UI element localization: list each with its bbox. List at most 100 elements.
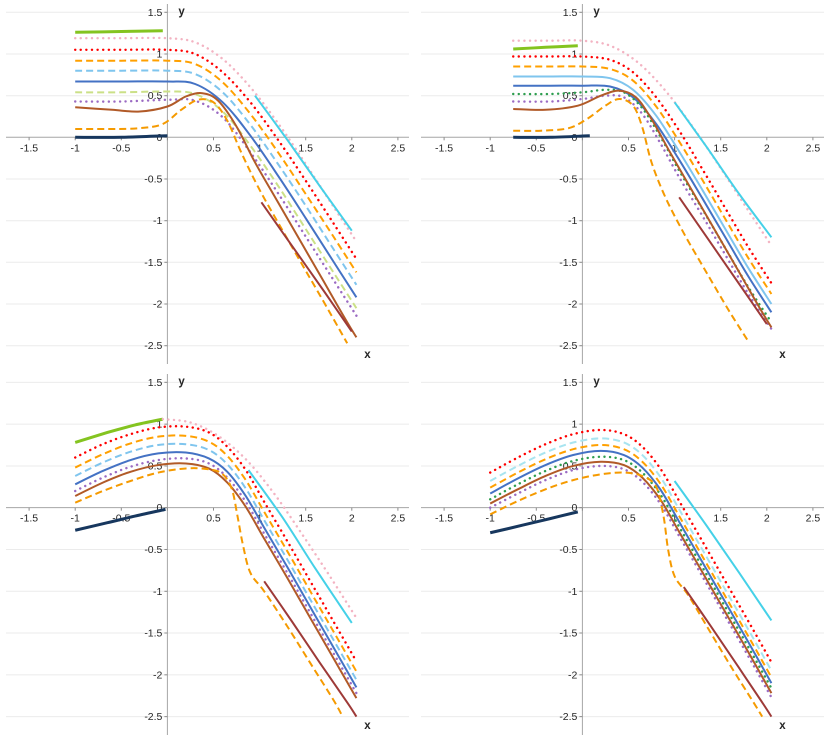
x-axis-title: x: [364, 349, 371, 361]
y-tick-label: -2.5: [144, 340, 162, 352]
series-exact-lower-left: [74, 507, 166, 532]
chart-svg-bottom-right: -1.5 -1 -0.5 0.5 1 1.5 2 2.51.510.50-0.5-1-1.5-…: [421, 374, 824, 735]
y-axis-title: y: [593, 6, 600, 18]
y-tick-label: -0.5: [144, 544, 162, 556]
series-brown-solid: [75, 92, 358, 338]
series-darkred-right: [682, 586, 773, 718]
series-orange-dashed-drop: [74, 467, 344, 718]
y-tick-label: -2: [568, 299, 577, 311]
series-exact-upper-left: [74, 417, 164, 444]
y-tick-label: 1.5: [563, 7, 578, 19]
series-darkred-right: [263, 580, 358, 718]
series-blue-solid: [74, 451, 358, 688]
series-sky-dashed: [74, 442, 358, 681]
x-tick-label: 2: [764, 142, 770, 154]
series-red-dotted: [74, 48, 358, 261]
x-axis-title: x: [779, 720, 786, 732]
series-cyan-right: [247, 469, 353, 624]
chart-panel-bottom-left: -1.5 -1 -0.5 0.5 1 1.5 2 2.5 1.5 1 0.5 0 -0.5 -1 -1.5-…: [0, 370, 415, 741]
x-tick-label: -1.5: [435, 142, 453, 154]
series-red-dotted: [74, 425, 358, 663]
series-brown-solid: [513, 89, 773, 328]
y-tick-label: 0: [157, 132, 163, 144]
series-pink-dotted: [74, 36, 358, 243]
y-tick-label: 0: [572, 502, 578, 514]
series-exact-lower-left: [75, 134, 168, 139]
x-tick-label: 2.5: [806, 142, 821, 154]
series-orange-dashed: [513, 65, 773, 295]
series-orange-dashed: [75, 59, 358, 273]
y-tick-label: -2: [153, 669, 162, 681]
series-exact-lower-left: [513, 134, 590, 139]
series-group: [74, 417, 358, 718]
y-tick-label: -1.5: [559, 628, 577, 640]
y-tick-label: 1: [157, 419, 163, 431]
x-tick-label: -1: [71, 513, 80, 525]
y-axis-title: y: [593, 376, 600, 388]
x-tick-label: 2: [349, 142, 355, 154]
x-tick-label: 0.5: [206, 142, 221, 154]
y-tick-label: -1: [568, 586, 577, 598]
series-sky-dashed: [75, 69, 358, 286]
series-exact-lower-left: [489, 510, 579, 535]
series-orange-dashed-low: [513, 97, 750, 343]
series-group: [489, 428, 773, 718]
series-darkred-right: [260, 201, 353, 333]
x-tick-label: -1.5: [20, 142, 38, 154]
series-blue-solid: [489, 449, 773, 684]
y-tick-label: -1: [153, 215, 162, 227]
x-tick-label: 1.5: [298, 142, 313, 154]
x-tick-label: 1.5: [298, 513, 313, 525]
series-pale-cyan-dashed: [489, 437, 773, 672]
x-tick-label: 1.5: [713, 142, 728, 154]
y-tick-label: 1: [157, 49, 163, 61]
x-tick-label: 2.5: [806, 513, 821, 525]
y-tick-label: -1.5: [559, 257, 577, 269]
x-tick-label: 1: [672, 142, 678, 154]
series-group: [512, 39, 773, 343]
series-purple-dotted: [74, 97, 358, 317]
series-orange-dashed-drop: [489, 471, 764, 718]
x-tick-label: 2: [349, 513, 355, 525]
series-cyan-right: [673, 480, 773, 622]
series-orange-dashed-low: [75, 98, 349, 344]
chart-svg-bottom-left: -1.5 -1 -0.5 0.5 1 1.5 2 2.51.510.50-0.5-1-1.5-…: [6, 374, 409, 735]
x-tick-label: -1: [71, 142, 80, 154]
series-brown-solid: [489, 460, 773, 694]
y-tick-label: -1.5: [144, 257, 162, 269]
series-pink-dotted: [512, 39, 773, 247]
x-tick-label: 2: [764, 513, 770, 525]
series-blue-solid: [513, 84, 773, 313]
series-cyan-right: [673, 101, 773, 238]
chart-panel-bottom-right: -1.5 -1 -0.5 0.5 1 1.5 2 2.5 1.5 1 0.5 0 -0.5 -1 -1.5-…: [415, 370, 830, 741]
chart-panel-top-right: -1.5 -1 -0.5 0.5 1 1.5 2 2.5 1.5 1 0.5 0 -0.5 -1 -1.5-…: [415, 0, 830, 370]
y-tick-label: -1: [153, 586, 162, 598]
y-tick-label: 1: [572, 49, 578, 61]
x-tick-label: 0.5: [621, 513, 636, 525]
x-tick-label: 1.5: [713, 513, 728, 525]
y-tick-label: -0.5: [559, 174, 577, 186]
series-purple-dotted: [74, 457, 358, 695]
series-exact-upper-left: [513, 44, 578, 51]
x-tick-label: -1: [486, 142, 495, 154]
y-tick-label: -2: [568, 669, 577, 681]
x-tick-label: -0.5: [527, 142, 545, 154]
y-tick-label: -2.5: [559, 711, 577, 723]
series-brown-solid: [74, 462, 358, 699]
series-green-dotted: [512, 88, 773, 324]
chart-panel-top-left: -1.5 -1 -0.5 0.5 1 1.5 2 2.5 1.5 1 0.5 0 -0.5 -1 -1.5-…: [0, 0, 415, 370]
x-tick-label: 1: [672, 513, 678, 525]
y-tick-label: 1.5: [148, 7, 163, 19]
series-blue-solid: [75, 80, 358, 298]
x-tick-label: -1.5: [20, 513, 38, 525]
x-tick-label: -1: [486, 513, 495, 525]
y-tick-label: -1: [568, 215, 577, 227]
x-tick-label: 2.5: [391, 513, 406, 525]
series-exact-upper-left: [75, 29, 163, 34]
series-orange-dashed: [489, 443, 773, 678]
series-sky-solid: [513, 75, 773, 305]
series-purple-dotted: [512, 94, 773, 331]
x-axis-title: x: [779, 349, 786, 361]
